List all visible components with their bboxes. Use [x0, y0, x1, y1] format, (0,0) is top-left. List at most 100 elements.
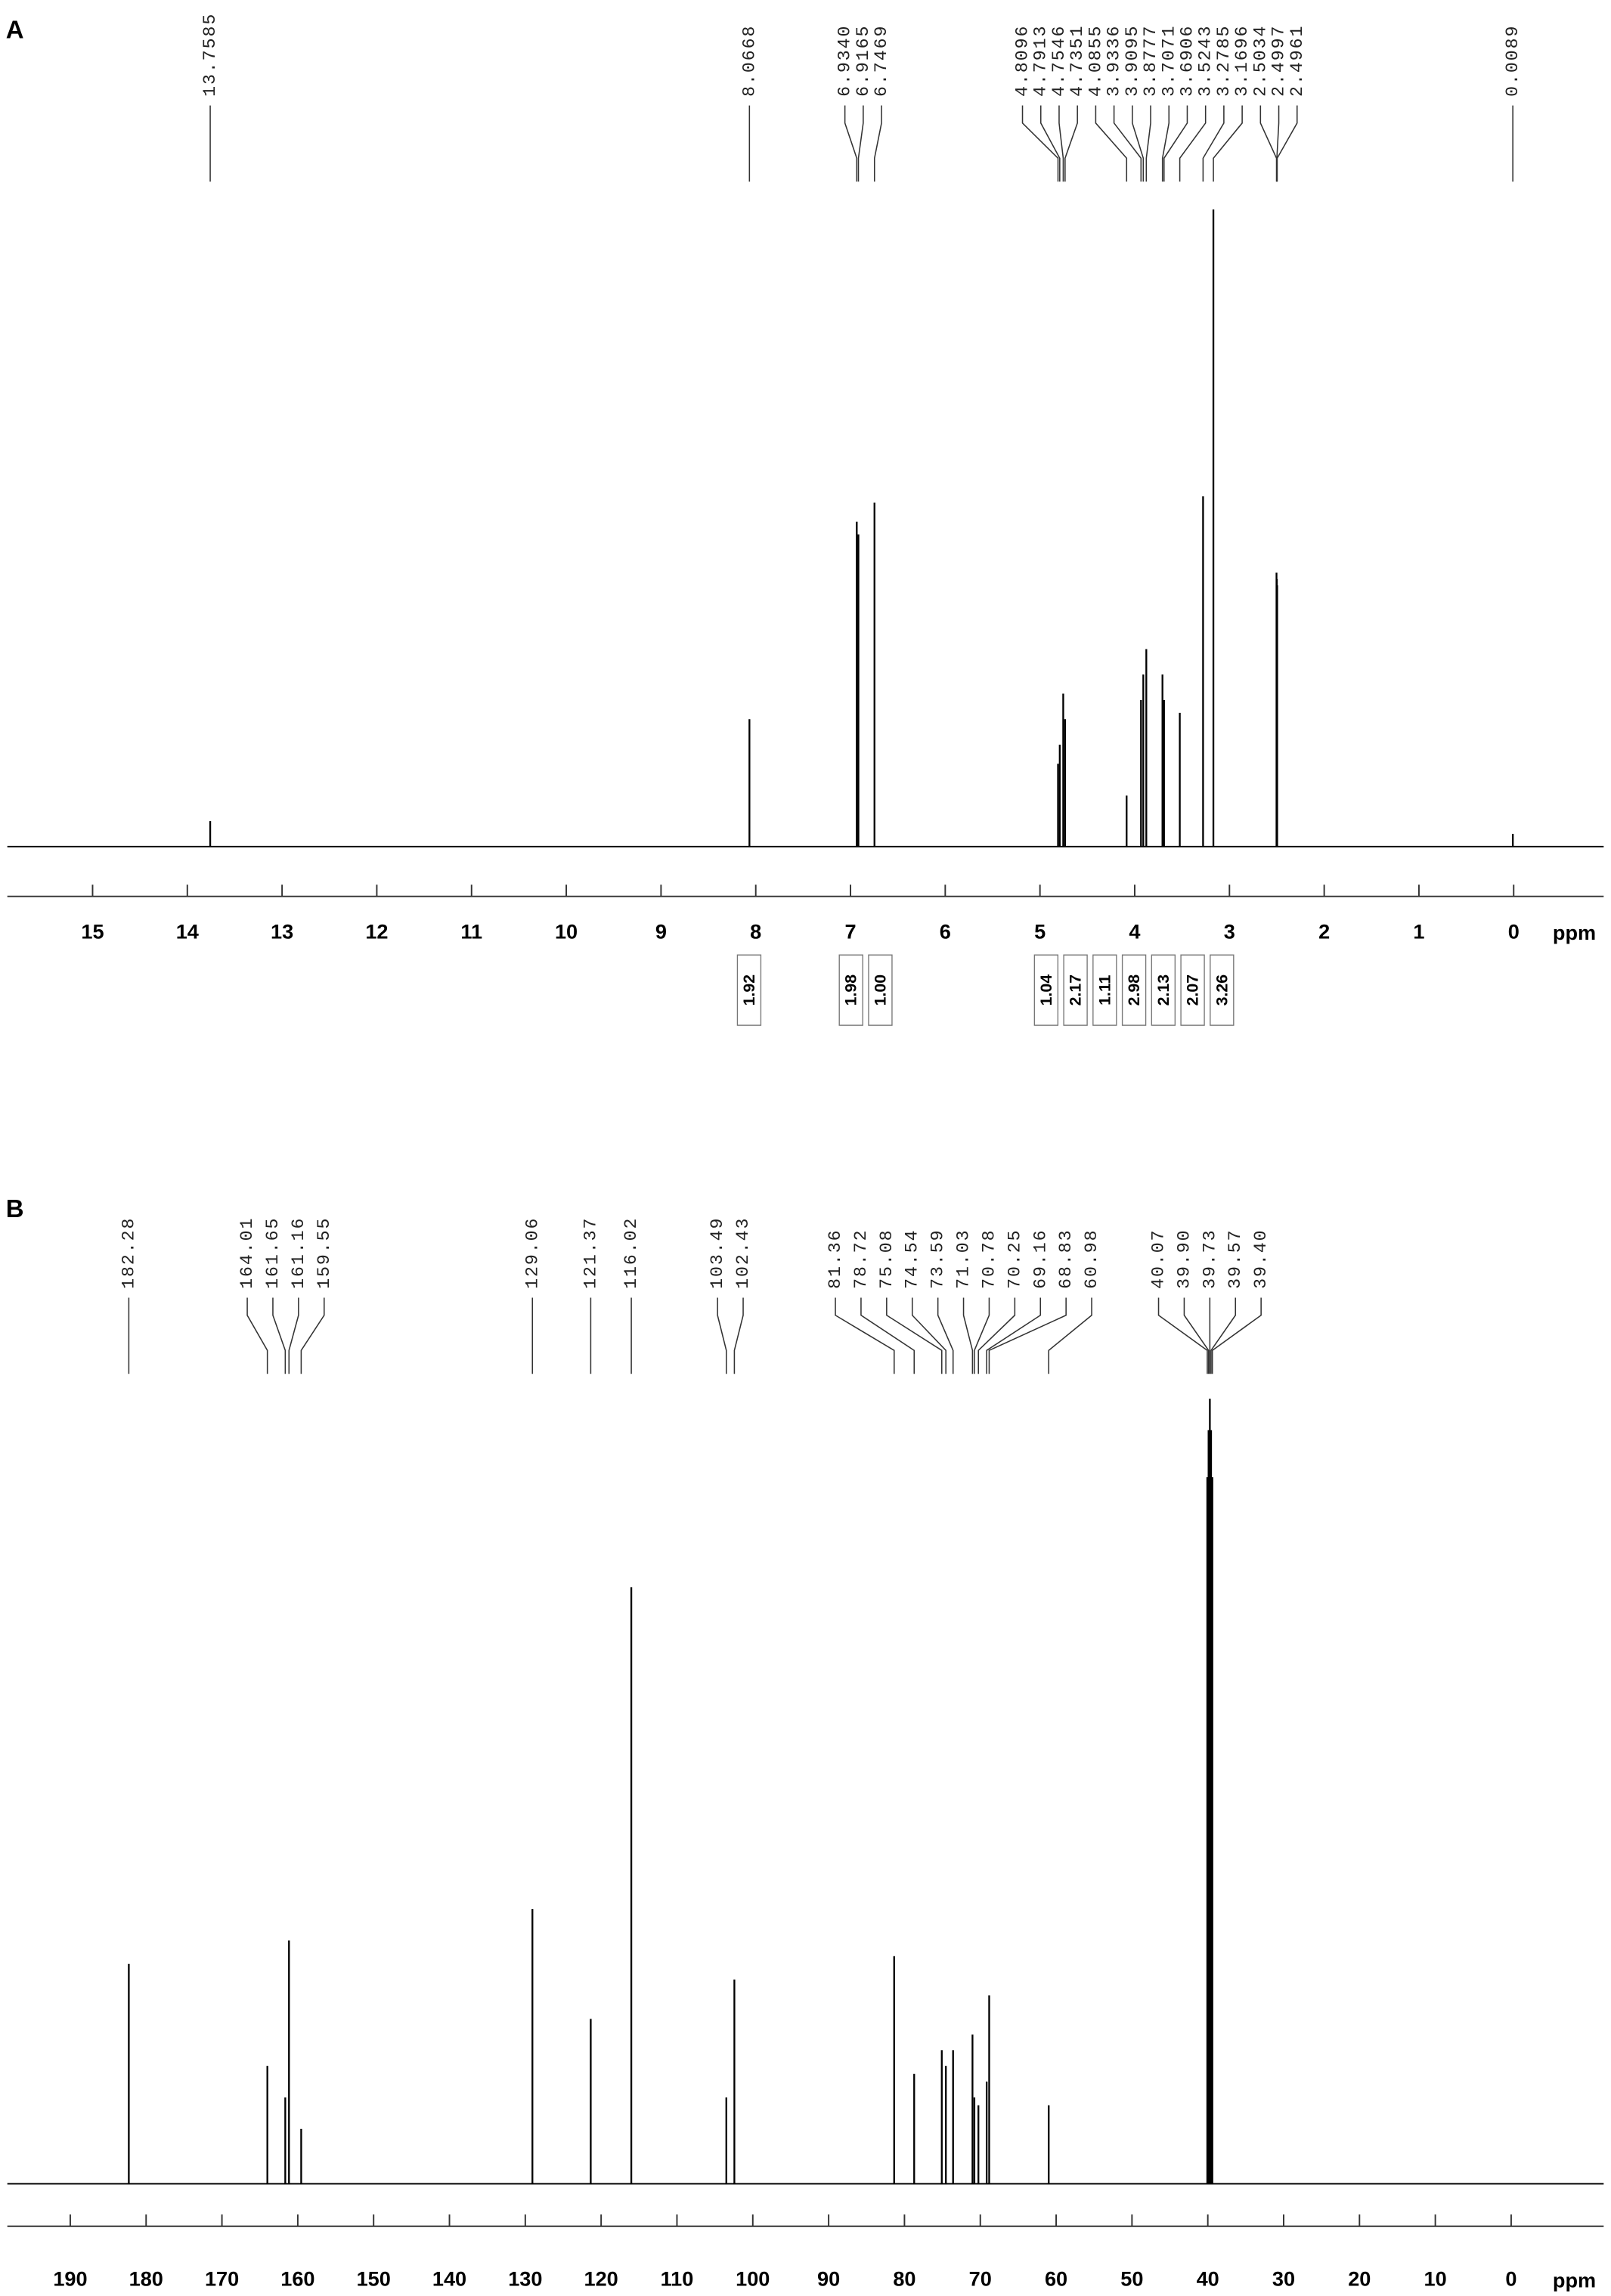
integral-label: 1.11 — [1095, 974, 1114, 1005]
x-tick-label: 130 — [508, 2267, 542, 2291]
peak-label: 69.16 — [1030, 1229, 1050, 1288]
integral-label: 1.00 — [871, 974, 889, 1005]
peak-label: 6.9165 — [854, 25, 873, 97]
x-tick-label: 4 — [1129, 919, 1140, 943]
peak-leader — [986, 1297, 1042, 1374]
peak-label: 161.16 — [289, 1217, 308, 1289]
peak-label: 2.5034 — [1250, 25, 1270, 97]
peak-leader — [1202, 105, 1225, 182]
peak-leader — [1210, 1297, 1237, 1374]
peak-label: 161.65 — [263, 1217, 283, 1289]
x-tick-label: 10 — [1424, 2267, 1447, 2291]
integral-label: 2.17 — [1067, 974, 1085, 1005]
peak-leader — [988, 1297, 1067, 1374]
integral-box — [1180, 954, 1205, 1026]
peak-label: 182.28 — [119, 1217, 138, 1289]
peak-leader — [911, 1297, 946, 1374]
integral-box — [736, 954, 762, 1026]
peak-label: 81.36 — [826, 1229, 845, 1288]
peak-label: 39.40 — [1251, 1229, 1271, 1288]
x-tick-label: 3 — [1224, 919, 1235, 943]
peak-label: 60.98 — [1082, 1229, 1101, 1288]
x-tick-label: 12 — [365, 919, 388, 943]
integral-label: 2.07 — [1184, 974, 1202, 1005]
x-tick-label: 160 — [280, 2267, 314, 2291]
x-tick-label: 70 — [969, 2267, 992, 2291]
peak-label: 40.07 — [1149, 1229, 1169, 1288]
peak-leader — [977, 1297, 1016, 1374]
x-tick-label: 190 — [53, 2267, 87, 2291]
x-tick-label: 6 — [940, 919, 951, 943]
peak-leader — [886, 1297, 943, 1374]
peak-label: 3.2785 — [1214, 25, 1234, 97]
peak-leader — [962, 1297, 974, 1374]
panel-label: B — [6, 1194, 24, 1222]
peak-label: 0.0089 — [1503, 25, 1523, 97]
x-tick-label: 100 — [736, 2267, 770, 2291]
peak-label: 73.59 — [928, 1229, 948, 1288]
x-tick-label: 90 — [817, 2267, 840, 2291]
x-tick-label: 40 — [1197, 2267, 1219, 2291]
peak-leader — [1064, 105, 1078, 182]
x-tick-label: 120 — [584, 2267, 618, 2291]
peak-leader — [1132, 105, 1145, 182]
integral-box — [1210, 954, 1235, 1026]
x-tick-label: 50 — [1120, 2267, 1143, 2291]
x-tick-label: 5 — [1034, 919, 1046, 943]
peak-label: 4.8096 — [1013, 25, 1033, 97]
x-tick-label: 110 — [661, 2267, 694, 2291]
peak-leader — [937, 1297, 954, 1374]
peak-leader — [1183, 1297, 1210, 1374]
peak-leader — [272, 1297, 287, 1374]
peak-label: 3.9336 — [1104, 25, 1124, 97]
peak-label: 71.03 — [954, 1229, 974, 1288]
peak-leader — [1095, 105, 1128, 182]
x-tick-label: 10 — [555, 919, 578, 943]
peak-label: 68.83 — [1056, 1229, 1076, 1288]
peak-label: 102.43 — [733, 1217, 753, 1289]
peak-leader — [1021, 105, 1059, 182]
integral-label: 1.98 — [842, 974, 860, 1006]
peak-label: 2.4997 — [1269, 25, 1289, 97]
peak-label: 78.72 — [851, 1229, 871, 1288]
peak-leader — [1211, 1297, 1262, 1374]
peak-leader — [974, 1297, 990, 1374]
integral-box — [1121, 954, 1147, 1026]
peak-leader — [844, 105, 858, 182]
peak-leader — [717, 1297, 727, 1374]
x-tick-label: 0 — [1505, 2267, 1517, 2291]
peak-label: 129.06 — [522, 1217, 542, 1289]
x-tick-label: 80 — [893, 2267, 915, 2291]
integral-box — [1033, 954, 1059, 1026]
x-tick-label: 180 — [129, 2267, 163, 2291]
integral-label: 3.26 — [1213, 974, 1231, 1006]
x-tick-label: 15 — [81, 919, 104, 943]
peak-label: 3.5243 — [1196, 25, 1216, 97]
integral-box — [1151, 954, 1176, 1026]
x-tick-label: 60 — [1045, 2267, 1067, 2291]
peak-leader — [1163, 105, 1188, 182]
peak-leader — [857, 105, 864, 182]
peak-leader — [1039, 105, 1061, 182]
peak-leader — [1113, 105, 1142, 182]
peak-leader — [1276, 105, 1298, 182]
x-tick-label: 1 — [1413, 919, 1424, 943]
peak-label: 103.49 — [708, 1217, 727, 1289]
peak-label: 4.7913 — [1031, 25, 1051, 97]
peak-leader — [873, 105, 882, 182]
peak-label: 159.55 — [314, 1217, 334, 1289]
peak-label: 116.02 — [621, 1217, 641, 1289]
peak-leader — [860, 1297, 915, 1374]
peak-label: 13.7585 — [200, 13, 220, 97]
peak-label: 4.7546 — [1049, 25, 1069, 97]
peak-label: 3.1696 — [1232, 25, 1252, 97]
peak-leader — [1145, 105, 1151, 182]
x-tick-label: 11 — [460, 919, 482, 943]
peak-leader — [1213, 105, 1243, 182]
x-tick-label: 2 — [1318, 919, 1330, 943]
peak-label: 8.0668 — [739, 25, 759, 97]
peak-label: 3.7071 — [1159, 25, 1179, 97]
peak-label: 4.7351 — [1067, 25, 1087, 97]
integral-label: 1.04 — [1037, 974, 1055, 1006]
x-tick-label: 150 — [357, 2267, 391, 2291]
